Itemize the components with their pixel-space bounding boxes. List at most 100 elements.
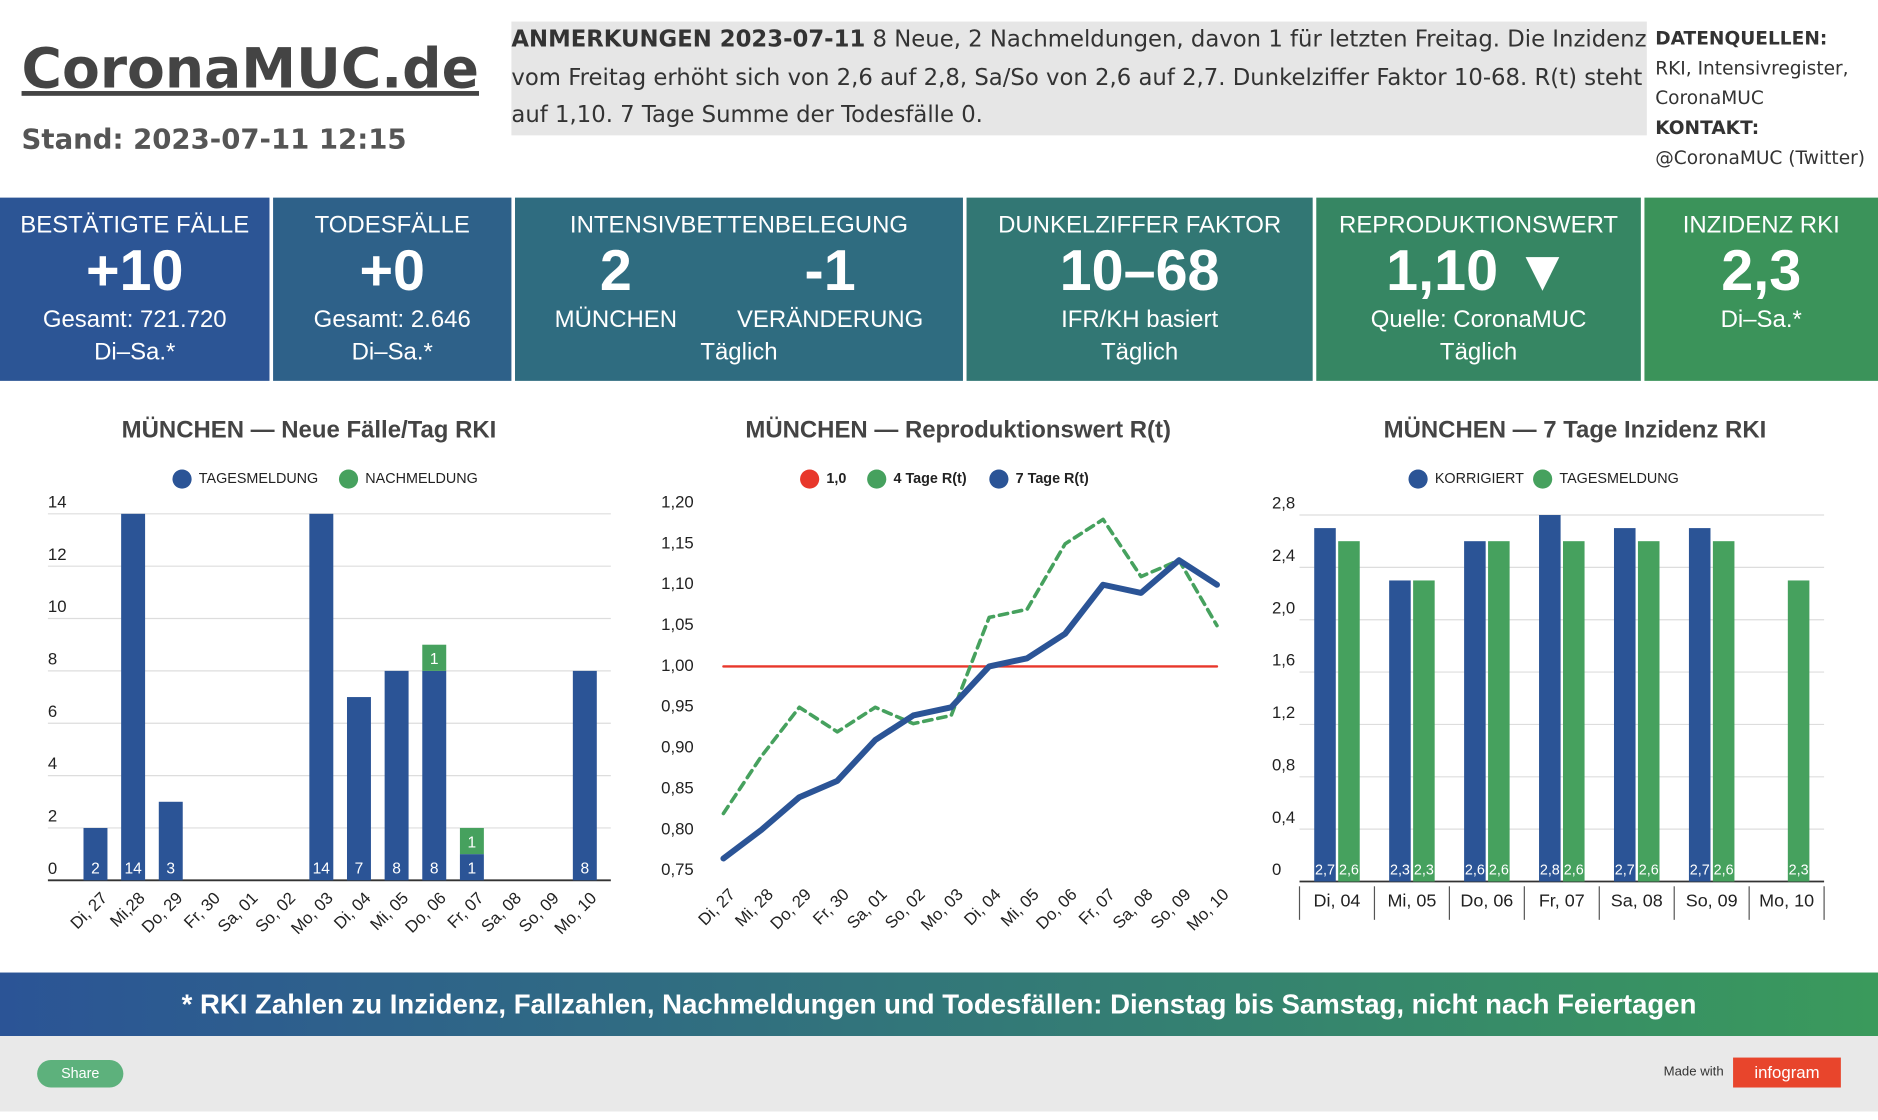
- x-tick-label: Mo, 03: [287, 888, 337, 938]
- sources: DATENQUELLEN: RKI, Intensivregister, Cor…: [1655, 24, 1871, 174]
- bar: [1562, 541, 1585, 882]
- chart-title: MÜNCHEN — Reproduktionswert R(t): [745, 417, 1171, 444]
- value-label: 2,3: [1390, 863, 1410, 879]
- value-label: 8: [430, 861, 439, 878]
- tile-title: INZIDENZ RKI: [1682, 211, 1840, 239]
- bar: [309, 513, 334, 881]
- tile: TODESFÄLLE +0 Gesamt: 2.646 Di–Sa.*: [273, 197, 512, 381]
- x-tick-label: Do, 06: [401, 888, 449, 936]
- tile-value: 2,3: [1721, 239, 1802, 304]
- value-label: 3: [166, 861, 175, 878]
- bar: [1389, 580, 1411, 882]
- made-with: Made with: [1663, 1064, 1724, 1080]
- y-tick-label: 0,90: [661, 738, 694, 757]
- line-series: [721, 517, 1219, 816]
- chart-title: MÜNCHEN — Neue Fälle/Tag RKI: [122, 417, 497, 444]
- share-button[interactable]: Share: [37, 1059, 124, 1088]
- bar: [1712, 541, 1735, 882]
- bar: [1637, 541, 1660, 882]
- tile: DUNKELZIFFER FAKTOR 10–68 IFR/KH basiert…: [966, 197, 1313, 381]
- legend-label: 1,0: [826, 471, 846, 487]
- tile-value: 10–68: [1059, 239, 1220, 304]
- y-tick-label: 1,15: [661, 533, 694, 552]
- x-tick-label: Sa, 01: [843, 885, 891, 933]
- tile-value: +10: [85, 239, 184, 304]
- tile-line: Quelle: CoronaMUC: [1370, 306, 1587, 333]
- infogram-logo[interactable]: infogram: [1733, 1057, 1841, 1088]
- tile-title: DUNKELZIFFER FAKTOR: [998, 211, 1282, 239]
- value-label: 2,6: [1489, 863, 1509, 879]
- footer-bar: Share Made with infogram: [0, 1036, 1878, 1112]
- x-tick-label: Di, 27: [695, 885, 739, 929]
- value-label: 8: [392, 861, 401, 878]
- y-tick-label: 1,6: [1272, 651, 1295, 670]
- value-label: 1: [468, 861, 477, 878]
- x-tick-label: Sa, 08: [1109, 885, 1157, 933]
- tile: INZIDENZ RKI 2,3 Di–Sa.*: [1644, 197, 1878, 381]
- x-tick-label: Di, 04: [1314, 891, 1361, 911]
- y-tick-label: 2,4: [1272, 546, 1295, 565]
- bar: [1338, 541, 1360, 882]
- value-label: 2,6: [1564, 863, 1584, 879]
- tile-line: Di–Sa.*: [351, 338, 433, 366]
- x-tick-label: Mo, 10: [1183, 885, 1233, 935]
- legend-label: KORRIGIERT: [1435, 471, 1524, 487]
- bar: [158, 801, 183, 881]
- tile-value: 1,10 ▼: [1386, 239, 1571, 304]
- value-label: 2,8: [1540, 863, 1560, 879]
- timestamp: Stand: 2023-07-11 12:15: [21, 124, 407, 156]
- tile-title: INTENSIVBETTENBELEGUNG: [569, 211, 909, 239]
- bar: [459, 827, 484, 855]
- site-title[interactable]: CoronaMUC.de: [21, 35, 480, 101]
- line-series: [720, 557, 1220, 862]
- y-tick-label: 6: [48, 702, 57, 721]
- legend-label: TAGESMELDUNG: [199, 471, 318, 487]
- value-label: 7: [355, 861, 364, 878]
- y-tick-label: 12: [48, 545, 67, 564]
- y-tick-label: 2,0: [1272, 598, 1295, 617]
- x-tick-label: Sa, 08: [1611, 891, 1663, 911]
- y-tick-label: 1,20: [661, 492, 694, 511]
- tile-label: MÜNCHEN: [554, 306, 678, 333]
- legend-marker: [867, 469, 887, 489]
- x-tick-label: Di, 27: [67, 888, 111, 932]
- y-tick-label: 2: [48, 807, 57, 826]
- notes: ANMERKUNGEN 2023-07-11 8 Neue, 2 Nachmel…: [511, 21, 1647, 135]
- x-tick-label: Do, 29: [138, 888, 186, 936]
- x-tick-label: Fr, 07: [1539, 891, 1585, 911]
- contact[interactable]: @CoronaMUC (Twitter): [1655, 147, 1866, 169]
- x-tick-label: Mo, 03: [917, 885, 967, 935]
- bar: [1787, 580, 1810, 882]
- legend-marker: [1533, 469, 1553, 489]
- tile: REPRODUKTIONSWERT 1,10 ▼ Quelle: CoronaM…: [1316, 197, 1641, 381]
- tile: INTENSIVBETTENBELEGUNG 2 MÜNCHEN -1 VERÄND…: [515, 197, 963, 381]
- y-tick-label: 0: [48, 859, 57, 878]
- tile-line: Täglich: [1100, 338, 1179, 366]
- tile-value: -1: [804, 239, 856, 304]
- y-tick-label: 1,05: [661, 615, 694, 634]
- sources-text: RKI, Intensivregister, CoronaMUC: [1655, 57, 1849, 109]
- footer-banner: * RKI Zahlen zu Inzidenz, Fallzahlen, Na…: [0, 972, 1878, 1037]
- bar: [1464, 541, 1486, 882]
- x-tick-label: So, 09: [1686, 891, 1738, 911]
- y-tick-label: 0,8: [1272, 755, 1295, 774]
- tile-line: Gesamt: 721.720: [42, 306, 227, 333]
- y-tick-label: 4: [48, 754, 57, 773]
- tile: BESTÄTIGTE FÄLLE +10 Gesamt: 721.720 Di–…: [0, 197, 270, 381]
- legend-marker: [1408, 469, 1428, 489]
- y-tick-label: 2,8: [1272, 494, 1295, 513]
- tile-line: Di–Sa.*: [1720, 306, 1802, 333]
- bar: [1314, 528, 1336, 882]
- y-tick-label: 0,85: [661, 778, 694, 797]
- value-label: 2: [91, 861, 100, 878]
- tile-line: Di–Sa.*: [94, 338, 176, 366]
- value-label: 2,7: [1615, 863, 1635, 879]
- bar: [1539, 515, 1561, 882]
- notes-text: 8 Neue, 2 Nachmeldungen, davon 1 für let…: [511, 26, 1647, 129]
- y-tick-label: 0,80: [661, 819, 694, 838]
- legend-marker: [800, 469, 820, 489]
- x-tick-label: Mo, 10: [551, 888, 601, 938]
